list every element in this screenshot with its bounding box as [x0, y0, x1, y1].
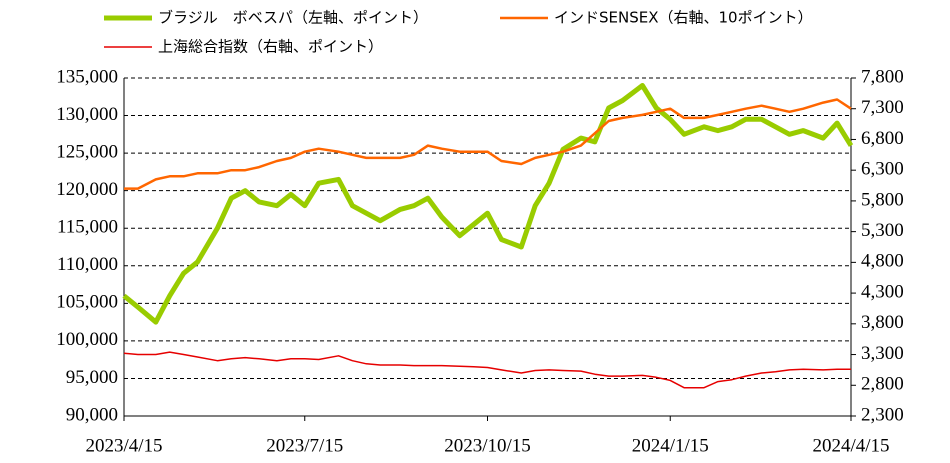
y2-tick-label: 6,300: [861, 159, 904, 180]
x-tick-label: 2024/1/15: [632, 435, 709, 456]
series-line: [122, 83, 854, 325]
y-tick-label: 110,000: [57, 254, 118, 275]
y-tick-label: 120,000: [56, 179, 118, 200]
y-tick-label: 95,000: [66, 367, 118, 388]
y-tick-label: 100,000: [56, 329, 118, 350]
y2-tick-label: 2,300: [861, 404, 904, 425]
y2-tick-label: 6,800: [861, 128, 904, 149]
y2-tick-label: 4,300: [861, 281, 904, 302]
legend-label: 上海総合指数（右軸、ポイント）: [158, 38, 383, 56]
y-tick-label: 115,000: [57, 217, 118, 238]
y-tick-label: 130,000: [56, 104, 118, 125]
y2-tick-label: 5,800: [861, 189, 904, 210]
y-tick-label: 135,000: [56, 66, 118, 87]
y2-tick-label: 4,800: [861, 251, 904, 272]
x-tick-label: 2023/10/15: [444, 435, 531, 456]
y-tick-label: 105,000: [56, 292, 118, 313]
y-tick-label: 90,000: [66, 404, 118, 425]
y2-tick-label: 7,300: [861, 97, 904, 118]
y2-tick-label: 2,800: [861, 374, 904, 395]
y-tick-label: 125,000: [56, 141, 118, 162]
y2-tick-label: 3,800: [861, 312, 904, 333]
y2-tick-label: 5,300: [861, 220, 904, 241]
x-tick-label: 2024/4/15: [812, 435, 889, 456]
y2-tick-label: 3,300: [861, 343, 904, 364]
legend-label: ブラジル ボベスパ（左軸、ポイント）: [158, 9, 428, 27]
x-tick-label: 2023/7/15: [266, 435, 343, 456]
series-line: [123, 351, 851, 389]
series-line: [124, 98, 852, 190]
y2-tick-label: 7,800: [861, 66, 904, 87]
legend-label: インドSENSEX（右軸、10ポイント）: [554, 9, 813, 27]
x-tick-label: 2023/4/15: [85, 435, 162, 456]
